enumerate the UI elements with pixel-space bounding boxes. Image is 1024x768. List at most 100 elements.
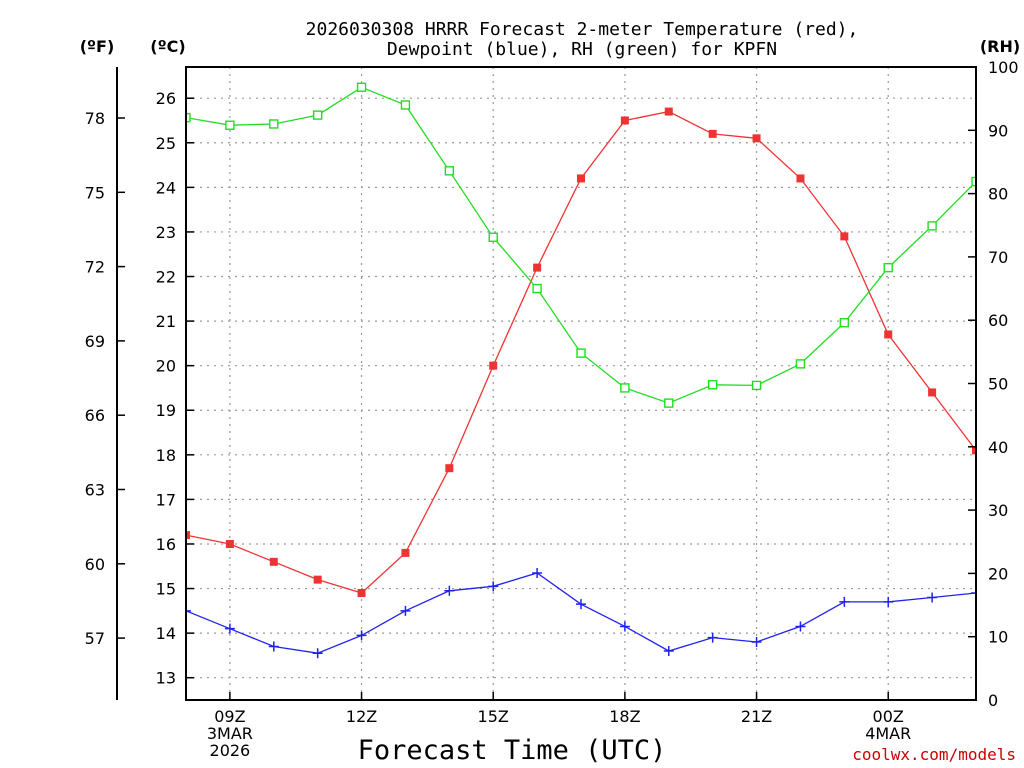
x-tick-label: 21Z [741,707,772,726]
dewpoint-point [444,585,455,596]
fahrenheit-tick-label: 66 [85,406,105,425]
rh-tick-label: 0 [988,691,998,710]
series-layer [186,82,976,659]
x-tick-label: 15Z [478,707,509,726]
rh-point [186,112,191,123]
fahrenheit-tick-label: 69 [85,332,105,351]
temperature-point [489,361,498,370]
celsius-tick-label: 14 [156,624,176,643]
rh-point [883,262,893,273]
temperature-point [928,388,937,397]
rh-point [488,232,498,242]
dewpoint-point [312,648,323,659]
grid [186,67,976,700]
celsius-tick-label: 25 [156,134,176,153]
rh-point [620,383,630,393]
x-tick-label: 09Z [214,707,245,726]
temperature-point [186,531,190,540]
dewpoint-line [186,572,976,654]
credit-text: coolwx.com/models [852,745,1016,764]
dewpoint-point [751,637,762,648]
rh-point [839,318,850,328]
dewpoint-point [619,621,630,632]
dewpoint-point [663,645,674,656]
rh-point [532,283,542,294]
dewpoint-point [576,599,586,610]
dewpoint-point [795,621,806,632]
rh-point [225,120,235,130]
series-dewpoint [186,567,976,659]
dewpoint-point [224,623,235,634]
x-axis-title: Forecast Time (UTC) [358,735,667,766]
dewpoint-point [488,581,499,592]
x-tick-label: 3MAR [207,724,253,743]
celsius-tick-label: 20 [156,357,176,376]
celsius-tick-label: 24 [156,178,176,197]
temperature-point [620,116,629,125]
rh-point [795,359,806,369]
temperature-point [796,174,805,183]
rh-point [576,348,586,358]
rh-tick-label: 70 [988,248,1008,267]
temperature-point [884,330,893,339]
rh-unit-label: (RH) [980,37,1020,56]
fahrenheit-tick-label: 63 [85,480,105,499]
temperature-point [752,134,761,143]
chart-title: 2026030308 HRRR Forecast 2-meter Tempera… [306,19,859,40]
temperature-point [533,263,542,272]
rh-point [664,398,674,408]
series-temperature [186,107,976,598]
celsius-tick-label: 15 [156,580,176,599]
temperature-point [445,464,454,473]
celsius-tick-label: 19 [156,401,176,420]
fahrenheit-tick-label: 75 [85,183,105,202]
fahrenheit-unit-label: (ºF) [80,37,115,56]
rh-tick-label: 40 [988,438,1008,457]
celsius-tick-label: 13 [156,669,176,688]
rh-tick-label: 30 [988,501,1008,520]
temperature-point [225,539,234,548]
dewpoint-point [400,605,411,616]
rh-tick-label: 90 [988,121,1008,140]
rh-point [312,110,323,120]
rh-tick-label: 80 [988,185,1008,204]
rh-tick-label: 100 [988,58,1019,77]
series-rh [186,82,976,408]
rh-tick-label: 10 [988,628,1008,647]
rh-tick-label: 60 [988,311,1008,330]
temperature-point [577,174,585,183]
celsius-tick-label: 17 [156,490,176,509]
dewpoint-point [971,588,976,599]
fahrenheit-tick-label: 57 [85,629,105,648]
dewpoint-point [356,630,367,641]
temperature-point [313,575,322,584]
dewpoint-point [883,596,894,607]
temperature-point [269,557,278,566]
x-tick-label: 4MAR [865,724,911,743]
temperature-point [972,446,976,455]
rh-point [356,82,367,92]
rh-point [269,119,279,129]
chart-subtitle: Dewpoint (blue), RH (green) for KPFN [387,39,777,60]
dewpoint-point [927,592,938,603]
celsius-tick-label: 16 [156,535,176,554]
rh-point [400,100,411,110]
x-tick-label: 18Z [609,707,640,726]
rh-point [707,380,718,390]
celsius-tick-label: 22 [156,268,176,287]
dewpoint-point [839,596,850,607]
rh-point [927,221,937,231]
dewpoint-point [707,632,718,643]
celsius-tick-label: 18 [156,446,176,465]
celsius-unit-label: (ºC) [150,37,185,56]
fahrenheit-tick-label: 72 [85,258,105,277]
dewpoint-point [268,641,279,652]
temperature-point [664,107,673,116]
celsius-tick-label: 21 [156,312,176,331]
x-tick-label: 00Z [873,707,904,726]
rh-tick-label: 20 [988,564,1008,583]
temperature-point [357,589,366,598]
rh-point [971,176,976,187]
